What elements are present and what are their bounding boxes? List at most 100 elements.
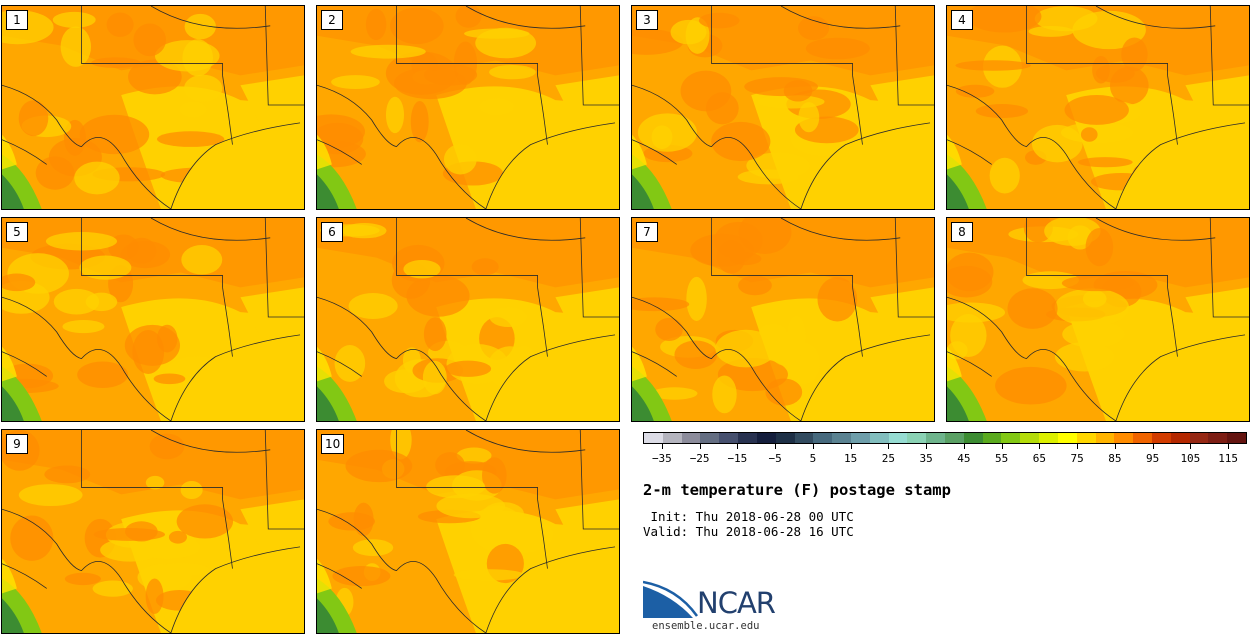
colorbar-tick-label: −15	[727, 452, 748, 465]
colorbar-tick	[1190, 444, 1192, 449]
member-number-label: 7	[636, 222, 658, 242]
valid-time: Valid: Thu 2018-06-28 16 UTC	[643, 524, 854, 539]
colorbar-swatch	[982, 433, 1002, 443]
colorbar-tick-label: 65	[1032, 452, 1046, 465]
temperature-map	[2, 430, 304, 633]
member-map-panel: 1	[1, 5, 305, 210]
colorbar-tick	[888, 444, 890, 449]
colorbar-tick	[1152, 444, 1154, 449]
member-number-label: 10	[321, 434, 345, 454]
colorbar-swatch	[850, 433, 870, 443]
colorbar-tick	[1001, 444, 1003, 449]
member-number-label: 8	[951, 222, 973, 242]
colorbar-swatch	[1039, 433, 1058, 443]
colorbar-tick-label: −5	[768, 452, 782, 465]
member-number-label: 5	[6, 222, 28, 242]
ncar-logo-icon	[643, 580, 699, 618]
temperature-map	[947, 218, 1249, 421]
member-map-panel: 5	[1, 217, 305, 422]
colorbar-swatch	[813, 433, 833, 443]
member-map-panel: 7	[631, 217, 935, 422]
member-number-label: 4	[951, 10, 973, 30]
colorbar-tick	[775, 444, 777, 449]
colorbar-tick	[1114, 444, 1116, 449]
member-number-label: 1	[6, 10, 28, 30]
member-map-panel: 6	[316, 217, 620, 422]
member-number-label: 6	[321, 222, 343, 242]
colorbar-tick-label: 15	[844, 452, 858, 465]
colorbar-swatch	[926, 433, 945, 443]
member-number-label: 9	[6, 434, 28, 454]
ncar-logo-text: NCAR	[697, 586, 776, 620]
colorbar-swatch	[888, 433, 908, 443]
temperature-colorbar	[643, 432, 1247, 444]
colorbar-swatch	[869, 433, 889, 443]
member-map-panel: 4	[946, 5, 1250, 210]
colorbar-tick-label: 85	[1108, 452, 1122, 465]
colorbar-swatch	[700, 433, 720, 443]
temperature-map	[947, 6, 1249, 209]
colorbar-tick	[850, 444, 852, 449]
temperature-map	[317, 218, 619, 421]
colorbar-tick	[963, 444, 965, 449]
colorbar-swatch	[963, 433, 983, 443]
colorbar-swatch	[1170, 433, 1190, 443]
colorbar-swatch	[1133, 433, 1152, 443]
temperature-map	[632, 218, 934, 421]
colorbar-swatch	[1001, 433, 1021, 443]
colorbar-tick	[1228, 444, 1230, 449]
colorbar-swatch	[1189, 433, 1209, 443]
init-time: Init: Thu 2018-06-28 00 UTC	[643, 509, 854, 524]
colorbar-swatch	[756, 433, 776, 443]
colorbar-swatch	[1095, 433, 1115, 443]
member-number-label: 3	[636, 10, 658, 30]
colorbar-tick-label: 105	[1180, 452, 1201, 465]
colorbar-swatch	[1076, 433, 1096, 443]
member-map-panel: 8	[946, 217, 1250, 422]
temperature-map	[317, 430, 619, 633]
member-map-panel: 9	[1, 429, 305, 634]
colorbar-swatch	[945, 433, 964, 443]
colorbar-swatch	[1020, 433, 1040, 443]
member-number-label: 2	[321, 10, 343, 30]
member-map-panel: 2	[316, 5, 620, 210]
colorbar-tick-label: 55	[995, 452, 1009, 465]
colorbar-tick	[812, 444, 814, 449]
colorbar-swatch	[662, 433, 682, 443]
colorbar-swatch	[644, 433, 663, 443]
member-map-panel: 10	[316, 429, 620, 634]
colorbar-tick-label: 75	[1070, 452, 1084, 465]
colorbar-swatch	[832, 433, 851, 443]
colorbar-swatch	[719, 433, 739, 443]
colorbar-tick-label: 35	[919, 452, 933, 465]
colorbar-tick	[737, 444, 739, 449]
colorbar-ticks: −35 −25 −15 −5 5 15 25 35 45 55 65 75 85 95 105 115	[643, 444, 1247, 468]
colorbar-tick	[699, 444, 701, 449]
colorbar-swatch	[1208, 433, 1228, 443]
colorbar-tick	[1039, 444, 1041, 449]
colorbar-swatch	[738, 433, 757, 443]
colorbar-swatch	[1114, 433, 1134, 443]
colorbar-swatch	[794, 433, 814, 443]
temperature-map	[2, 6, 304, 209]
member-map-panel: 3	[631, 5, 935, 210]
colorbar-tick-label: −25	[689, 452, 710, 465]
colorbar-tick-label: 115	[1218, 452, 1239, 465]
colorbar-tick	[926, 444, 928, 449]
colorbar-tick-label: 45	[957, 452, 971, 465]
colorbar-tick-label: 25	[881, 452, 895, 465]
colorbar-tick-label: −35	[651, 452, 672, 465]
colorbar-tick	[661, 444, 663, 449]
colorbar-swatch	[1057, 433, 1077, 443]
site-url: ensemble.ucar.edu	[652, 620, 760, 632]
colorbar-swatch	[681, 433, 701, 443]
colorbar-tick-label: 95	[1146, 452, 1160, 465]
colorbar-swatch	[907, 433, 927, 443]
colorbar-swatch	[1227, 433, 1246, 443]
colorbar-tick-label: 5	[809, 452, 817, 465]
plot-title: 2-m temperature (F) postage stamp	[643, 481, 951, 499]
colorbar-tick	[1077, 444, 1079, 449]
temperature-map	[632, 6, 934, 209]
colorbar-swatch	[775, 433, 795, 443]
temperature-map	[2, 218, 304, 421]
